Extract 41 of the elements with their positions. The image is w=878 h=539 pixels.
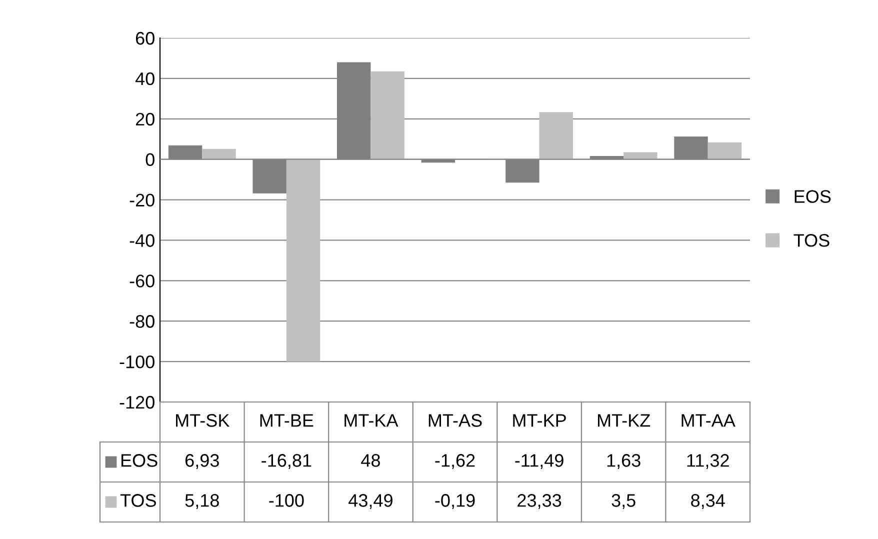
y-tick-label: 0 xyxy=(146,153,154,166)
text: TOS xyxy=(120,494,156,507)
legend-label: TOS xyxy=(794,234,830,247)
x-tick-label: MT-AS xyxy=(428,414,482,427)
y-tick-label: -120 xyxy=(120,396,154,409)
x-tick-label: MT-BE xyxy=(260,414,314,427)
y-tick-label: -20 xyxy=(130,194,154,206)
data-label: -100 xyxy=(269,494,304,507)
x-tick-label: MT-KZ xyxy=(598,414,650,427)
data-label: 6,93 xyxy=(185,454,219,469)
data-label: 23,33 xyxy=(518,494,562,509)
y-tick-label: 20 xyxy=(136,112,154,126)
y-tick-label: -40 xyxy=(130,234,154,247)
data-label: 48 xyxy=(361,454,380,467)
data-label: 5,18 xyxy=(185,494,219,509)
data-label: 8,34 xyxy=(691,494,725,509)
data-label: -11,49 xyxy=(515,454,564,469)
y-tick-label: -80 xyxy=(130,315,154,328)
legend-label: EOS xyxy=(794,190,831,203)
data-label: 43,49 xyxy=(348,494,392,509)
y-tick-label: -60 xyxy=(130,274,154,288)
y-tick-label: 60 xyxy=(136,32,154,45)
text: EOS xyxy=(121,454,158,467)
x-tick-label: MT-KA xyxy=(344,414,398,427)
data-label: -0,19 xyxy=(435,494,475,509)
y-tick-label: -100 xyxy=(120,355,154,368)
bar xyxy=(286,159,320,362)
data-label: -16,81 xyxy=(262,454,312,469)
x-tick-label: MT-KP xyxy=(513,414,566,427)
data-label: 1,63 xyxy=(607,454,640,469)
bar xyxy=(708,142,742,160)
x-tick-label: MT-AA xyxy=(682,414,736,427)
data-label: 3,5 xyxy=(612,494,636,509)
data-label: -1,62 xyxy=(435,454,475,469)
bar xyxy=(539,112,573,160)
bar xyxy=(624,152,658,160)
data-label: 11,32 xyxy=(687,454,729,469)
y-tick-label: 40 xyxy=(135,72,154,86)
x-tick-label: MT-SK xyxy=(176,414,230,427)
bar xyxy=(370,71,404,160)
bar xyxy=(202,148,236,160)
